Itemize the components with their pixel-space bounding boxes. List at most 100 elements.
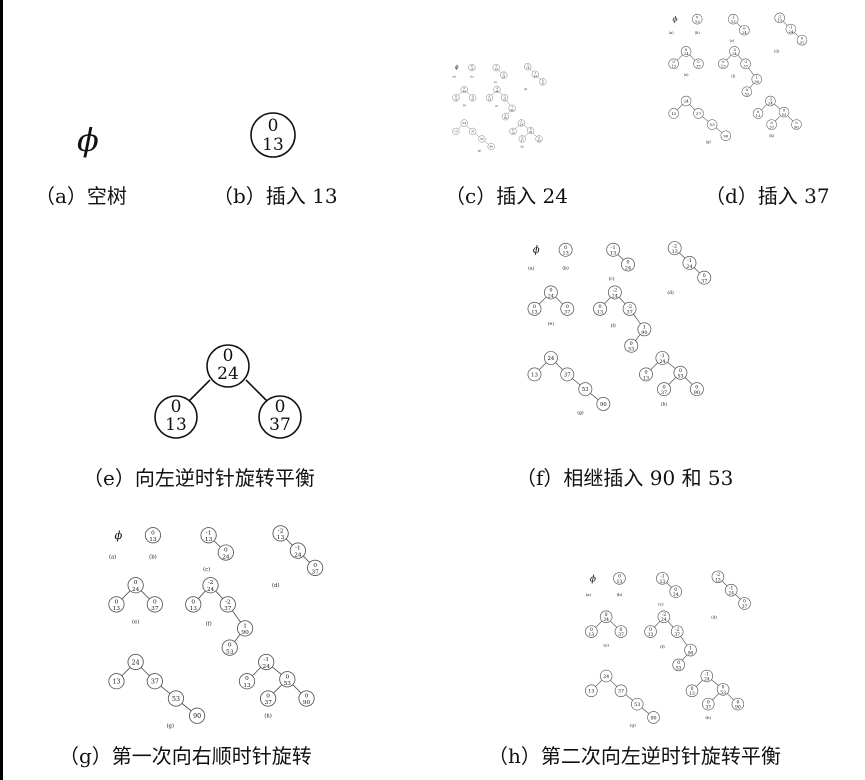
- thumb-node-balance: -2: [672, 243, 677, 249]
- thumb-node-key: 53: [226, 649, 234, 655]
- thumb-sub-label: (g): [166, 722, 173, 729]
- thumb-node-balance: -1: [705, 672, 709, 677]
- thumb-node-balance: 0: [649, 628, 652, 633]
- thumb-node-balance: 0: [743, 600, 746, 605]
- thumb-node-key: 37: [521, 139, 525, 142]
- thumb-node-key: 24: [463, 90, 467, 93]
- thumb-node-key: 24: [548, 293, 554, 299]
- thumb-node-key: 24: [684, 52, 689, 56]
- thumb-node-balance: 0: [722, 686, 725, 691]
- thumb-node-balance: 0: [134, 580, 138, 586]
- thumb-sub-label: (a): [528, 264, 534, 271]
- edge-24-13: [187, 379, 211, 403]
- thumb-node-13: [509, 127, 517, 135]
- thumb-node-key: 37: [742, 605, 748, 610]
- thumb-node-key: 13: [715, 578, 721, 583]
- thumb-node-key: 24: [659, 359, 665, 365]
- thumb-node-53: [716, 683, 730, 696]
- thumb-node-balance: 1: [243, 623, 247, 629]
- caption-g: （g）第一次向右顺时针旋转: [59, 744, 312, 768]
- thumb-node-balance: 0: [266, 694, 270, 700]
- thumb-node-balance: 0: [697, 60, 700, 64]
- thumb-node-balance: 1: [689, 646, 692, 651]
- thumb-node-balance: 0: [503, 73, 505, 76]
- thumb-node-key: 37: [471, 98, 475, 101]
- thumb-node-balance: 0: [707, 700, 710, 705]
- thumb-node-key: 13: [511, 132, 515, 135]
- thumb-node-key: 13: [777, 19, 782, 23]
- thumb-sub-label: (h): [705, 715, 711, 720]
- thumb-node-balance: 0: [285, 674, 289, 680]
- thumb-node-13: [585, 684, 598, 698]
- thumb-node-balance: 0: [151, 530, 155, 536]
- thumb-node-balance: 0: [521, 137, 523, 140]
- thumb-node-balance: 0: [691, 687, 694, 692]
- thumb-node-balance: 0: [695, 384, 698, 390]
- thumb-node-key: 90: [688, 652, 694, 657]
- thumb-node-balance: 0: [533, 304, 536, 310]
- thumb-node-90: [487, 142, 495, 151]
- thumb-node-balance: -2: [503, 95, 506, 98]
- thumb-node-13: [468, 64, 476, 72]
- thumb-node-key: 90: [241, 630, 249, 636]
- thumb-node-24: [724, 583, 738, 597]
- node-24-key: 24: [217, 364, 239, 384]
- thumb-node-key: 13: [643, 375, 649, 381]
- thumb-node-key: 13: [610, 251, 616, 257]
- thumb-empty-symbol: ϕ: [672, 15, 677, 24]
- thumb-node-key: 37: [471, 129, 475, 133]
- thumb-node-balance: 0: [662, 384, 665, 390]
- thumb-node-key: 90: [754, 80, 759, 84]
- thumb-node-13: [200, 527, 217, 544]
- thumb-node-key: 13: [660, 580, 666, 585]
- thumb-node-53: [279, 671, 296, 688]
- thumb-node-key: 13: [672, 249, 678, 255]
- thumb-node-key: 24: [612, 293, 618, 299]
- thumb-node-key: 37: [696, 65, 701, 69]
- thumb-node-13: [452, 94, 460, 102]
- thumb-node-key: 90: [489, 145, 493, 149]
- thumb-node-balance: 0: [746, 88, 749, 92]
- thumb-node-key: 13: [531, 372, 538, 378]
- thumb-node-key: 24: [603, 674, 609, 680]
- thumb-node-37: [697, 270, 712, 285]
- thumb-node-24: [127, 577, 144, 594]
- thumb-node-key: 37: [674, 633, 680, 638]
- thumb-node-key: 90: [723, 133, 729, 138]
- thumb-node-13: [558, 242, 573, 257]
- thumb-node-balance: 0: [505, 114, 507, 117]
- thumb-sub-label: (a): [453, 76, 456, 79]
- thumb-node-key: 24: [625, 265, 631, 271]
- thumb-node-balance: -1: [520, 121, 523, 124]
- thumb-node-key: 24: [294, 552, 302, 558]
- thumb-node-balance: 0: [783, 109, 786, 113]
- thumb-node-balance: 0: [685, 48, 688, 52]
- figure-canvas: ϕ （a）空树 0 13 （b）插入 13 ϕ (a) 0 13 (b) -1 13 0 24(…: [3, 0, 865, 780]
- thumb-empty-symbol: ϕ: [455, 65, 459, 71]
- thumbnail-group: ϕ(a)013(b)-113024(c)-213-124037(d)024013…: [108, 525, 324, 729]
- node-37-balance: 0: [275, 397, 286, 417]
- thumb-node-key: 37: [701, 279, 707, 285]
- thumb-node-key: 37: [618, 689, 624, 695]
- thumb-node-balance: 0: [618, 575, 621, 580]
- thumb-node-balance: 0: [549, 288, 552, 294]
- thumb-node-13: [452, 127, 460, 135]
- caption-f: （f）相继插入 90 和 53: [516, 466, 734, 490]
- thumb-node-24: [289, 542, 306, 559]
- thumb-sub-label: (c): [494, 81, 497, 84]
- thumb-node-balance: -1: [206, 530, 212, 536]
- thumb-node-90: [508, 104, 516, 112]
- thumb-node-key: 53: [782, 113, 787, 117]
- thumb-node-key: 13: [695, 20, 700, 24]
- thumb-node-balance: 0: [455, 95, 457, 98]
- thumb-node-key: 13: [597, 310, 603, 316]
- thumb-node-balance: -1: [263, 657, 269, 663]
- thumb-node-balance: -2: [675, 628, 679, 633]
- thumb-node-key: 53: [677, 374, 683, 380]
- thumb-node-key: 24: [768, 102, 773, 106]
- thumb-node-key: 37: [503, 98, 507, 101]
- thumb-sub-label: (f): [206, 621, 212, 628]
- thumb-node-key: 37: [696, 111, 702, 116]
- thumb-node-key: 37: [800, 41, 805, 45]
- thumb-node-key: 37: [264, 700, 272, 706]
